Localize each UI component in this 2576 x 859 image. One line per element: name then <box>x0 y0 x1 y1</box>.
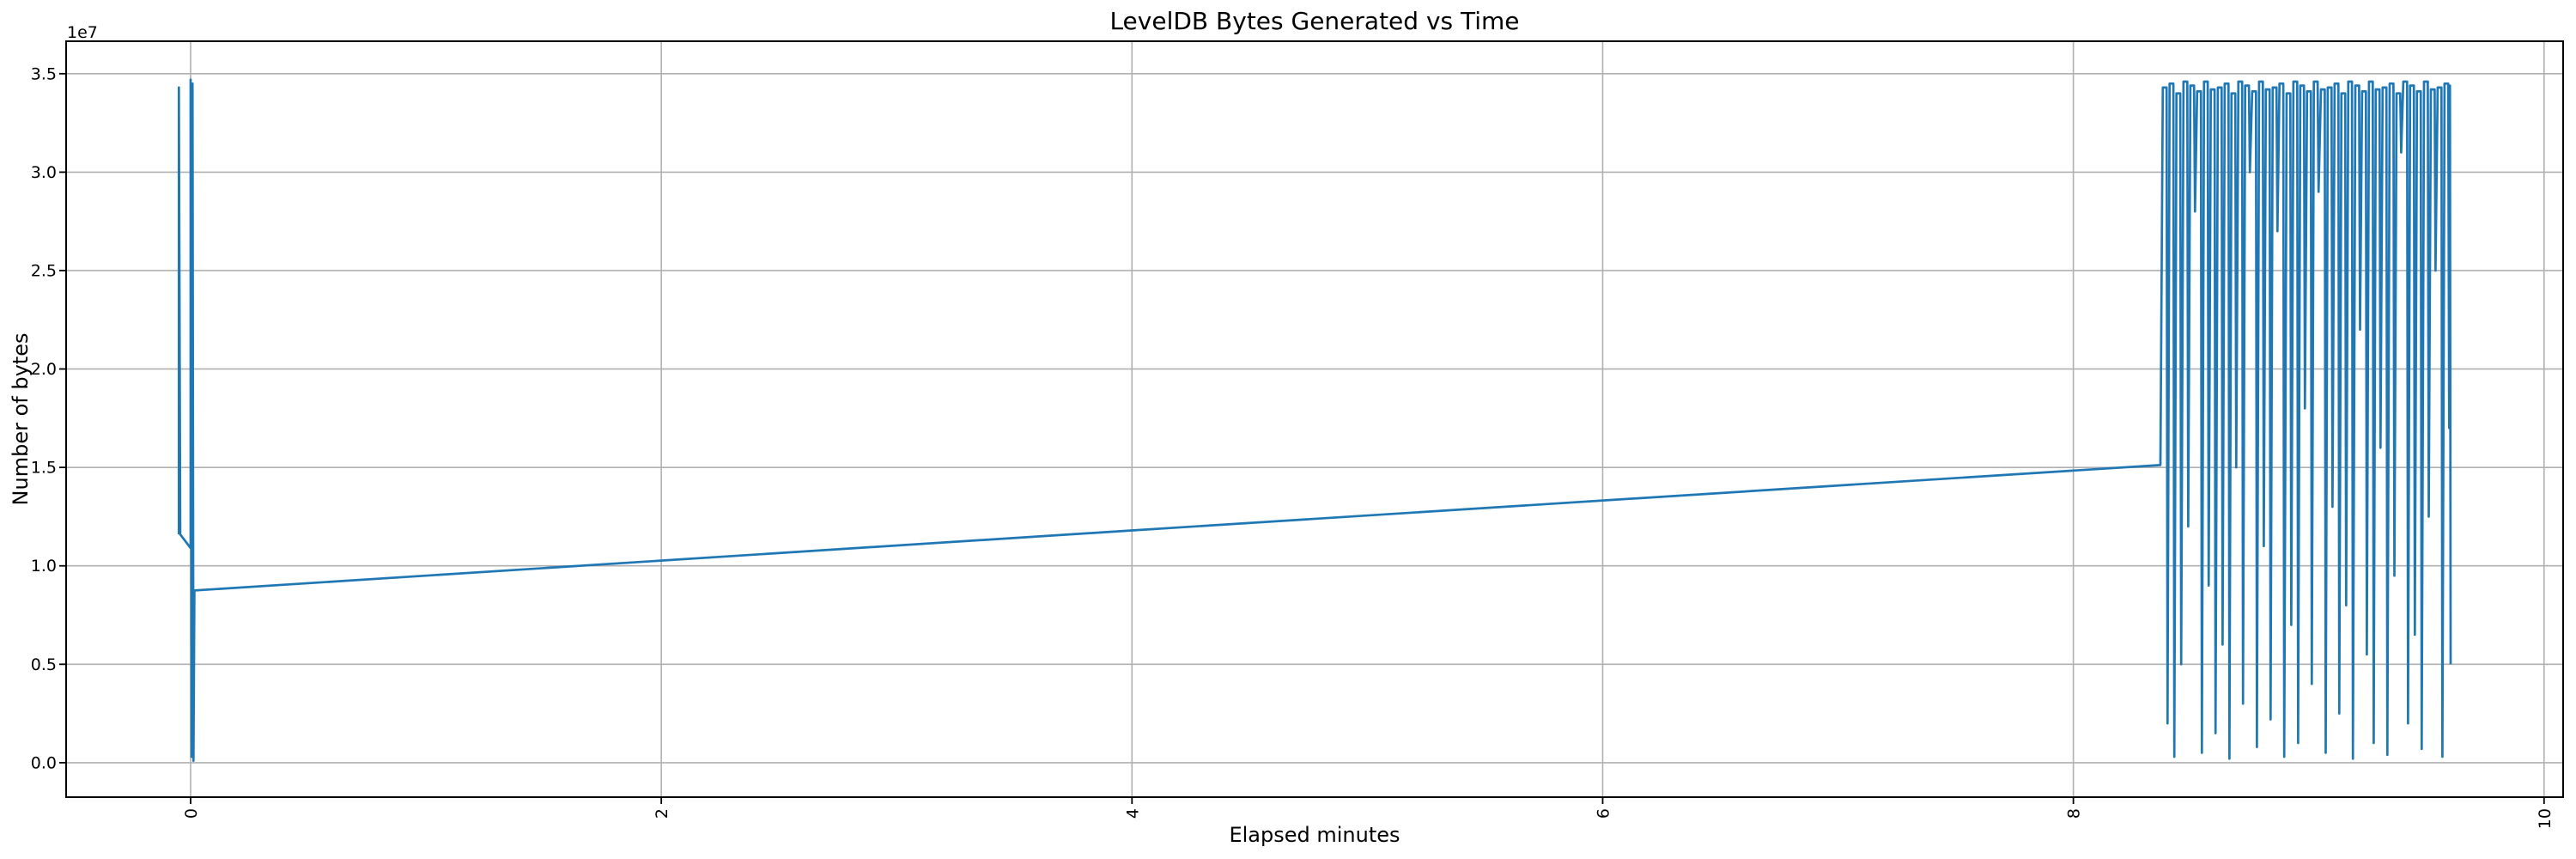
chart-title: LevelDB Bytes Generated vs Time <box>1109 7 1519 35</box>
x-tick-label: 8 <box>2065 808 2084 819</box>
series-line <box>177 78 2452 762</box>
y-tick-label: 0.5 <box>31 655 57 674</box>
x-tick-label: 10 <box>2536 808 2555 829</box>
y-tick-label: 1.0 <box>31 557 57 576</box>
plot-border <box>65 40 2564 798</box>
x-tick-label: 4 <box>1123 808 1142 819</box>
y-tick-label: 2.5 <box>31 261 57 280</box>
x-axis-label: Elapsed minutes <box>1229 823 1400 847</box>
series-layer <box>177 78 2452 762</box>
y-axis-label: Number of bytes <box>9 333 33 506</box>
y-tick-label: 3.5 <box>31 64 57 83</box>
x-tick-label: 2 <box>653 808 671 819</box>
axis-layer: 0 2 4 6 8 10 0.0 0.5 1.0 1.5 2.0 2.5 3.0 3.5 <box>31 40 2564 829</box>
x-tick-label: 0 <box>182 808 201 819</box>
y-tick-label: 2.0 <box>31 360 57 379</box>
y-axis-offset-label: 1e7 <box>67 23 98 42</box>
grid-layer <box>66 41 2563 797</box>
y-tick-label: 1.5 <box>31 459 57 478</box>
y-tick-label: 3.0 <box>31 163 57 182</box>
y-tick-label: 0.0 <box>31 753 57 772</box>
x-tick-label: 6 <box>1594 808 1613 819</box>
